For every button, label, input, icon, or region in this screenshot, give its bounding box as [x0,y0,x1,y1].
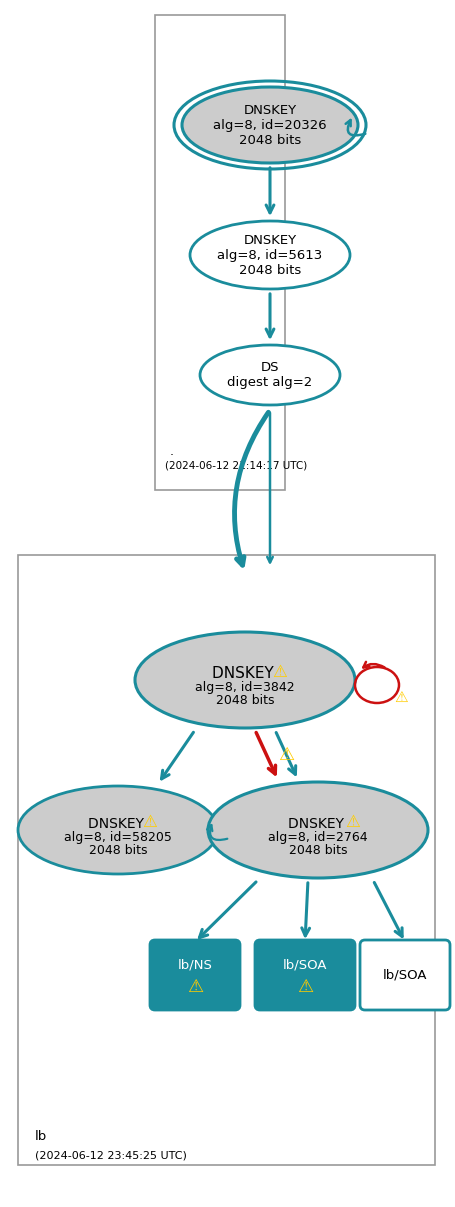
Text: DNSKEY
alg=8, id=20326
2048 bits: DNSKEY alg=8, id=20326 2048 bits [213,104,327,146]
Text: lb/SOA: lb/SOA [283,958,327,972]
Ellipse shape [18,786,218,874]
Ellipse shape [208,782,428,877]
Text: ⚠: ⚠ [394,689,408,705]
FancyBboxPatch shape [255,940,355,1010]
Text: DNSKEY: DNSKEY [288,817,348,830]
Text: DNSKEY: DNSKEY [212,666,278,682]
Ellipse shape [182,87,358,163]
Text: ⚠: ⚠ [278,746,294,764]
Text: lb/SOA: lb/SOA [383,968,427,981]
FancyBboxPatch shape [155,14,285,490]
Text: alg=8, id=3842: alg=8, id=3842 [195,682,295,694]
Text: DNSKEY: DNSKEY [88,817,148,830]
FancyBboxPatch shape [360,940,450,1010]
Text: DS
digest alg=2: DS digest alg=2 [228,361,313,389]
Text: ⚠: ⚠ [345,814,360,830]
FancyBboxPatch shape [150,940,240,1010]
Text: alg=8, id=2764: alg=8, id=2764 [268,832,368,845]
Text: 2048 bits: 2048 bits [216,694,274,706]
Text: 2048 bits: 2048 bits [289,844,347,857]
Text: ⚠: ⚠ [142,814,157,830]
Text: (2024-06-12 21:14:17 UTC): (2024-06-12 21:14:17 UTC) [165,460,307,470]
Text: DNSKEY
alg=8, id=5613
2048 bits: DNSKEY alg=8, id=5613 2048 bits [217,233,323,276]
Text: 2048 bits: 2048 bits [89,844,147,857]
Ellipse shape [200,345,340,406]
Text: lb/NS: lb/NS [177,958,212,972]
Text: alg=8, id=58205: alg=8, id=58205 [64,832,172,845]
Text: .: . [170,445,174,457]
Text: (2024-06-12 23:45:25 UTC): (2024-06-12 23:45:25 UTC) [35,1150,187,1160]
FancyBboxPatch shape [18,555,435,1165]
Text: ⚠: ⚠ [297,978,313,996]
Text: lb: lb [35,1130,47,1143]
Text: ⚠: ⚠ [187,978,203,996]
Text: ⚠: ⚠ [273,663,288,681]
Ellipse shape [135,632,355,728]
Ellipse shape [190,221,350,288]
